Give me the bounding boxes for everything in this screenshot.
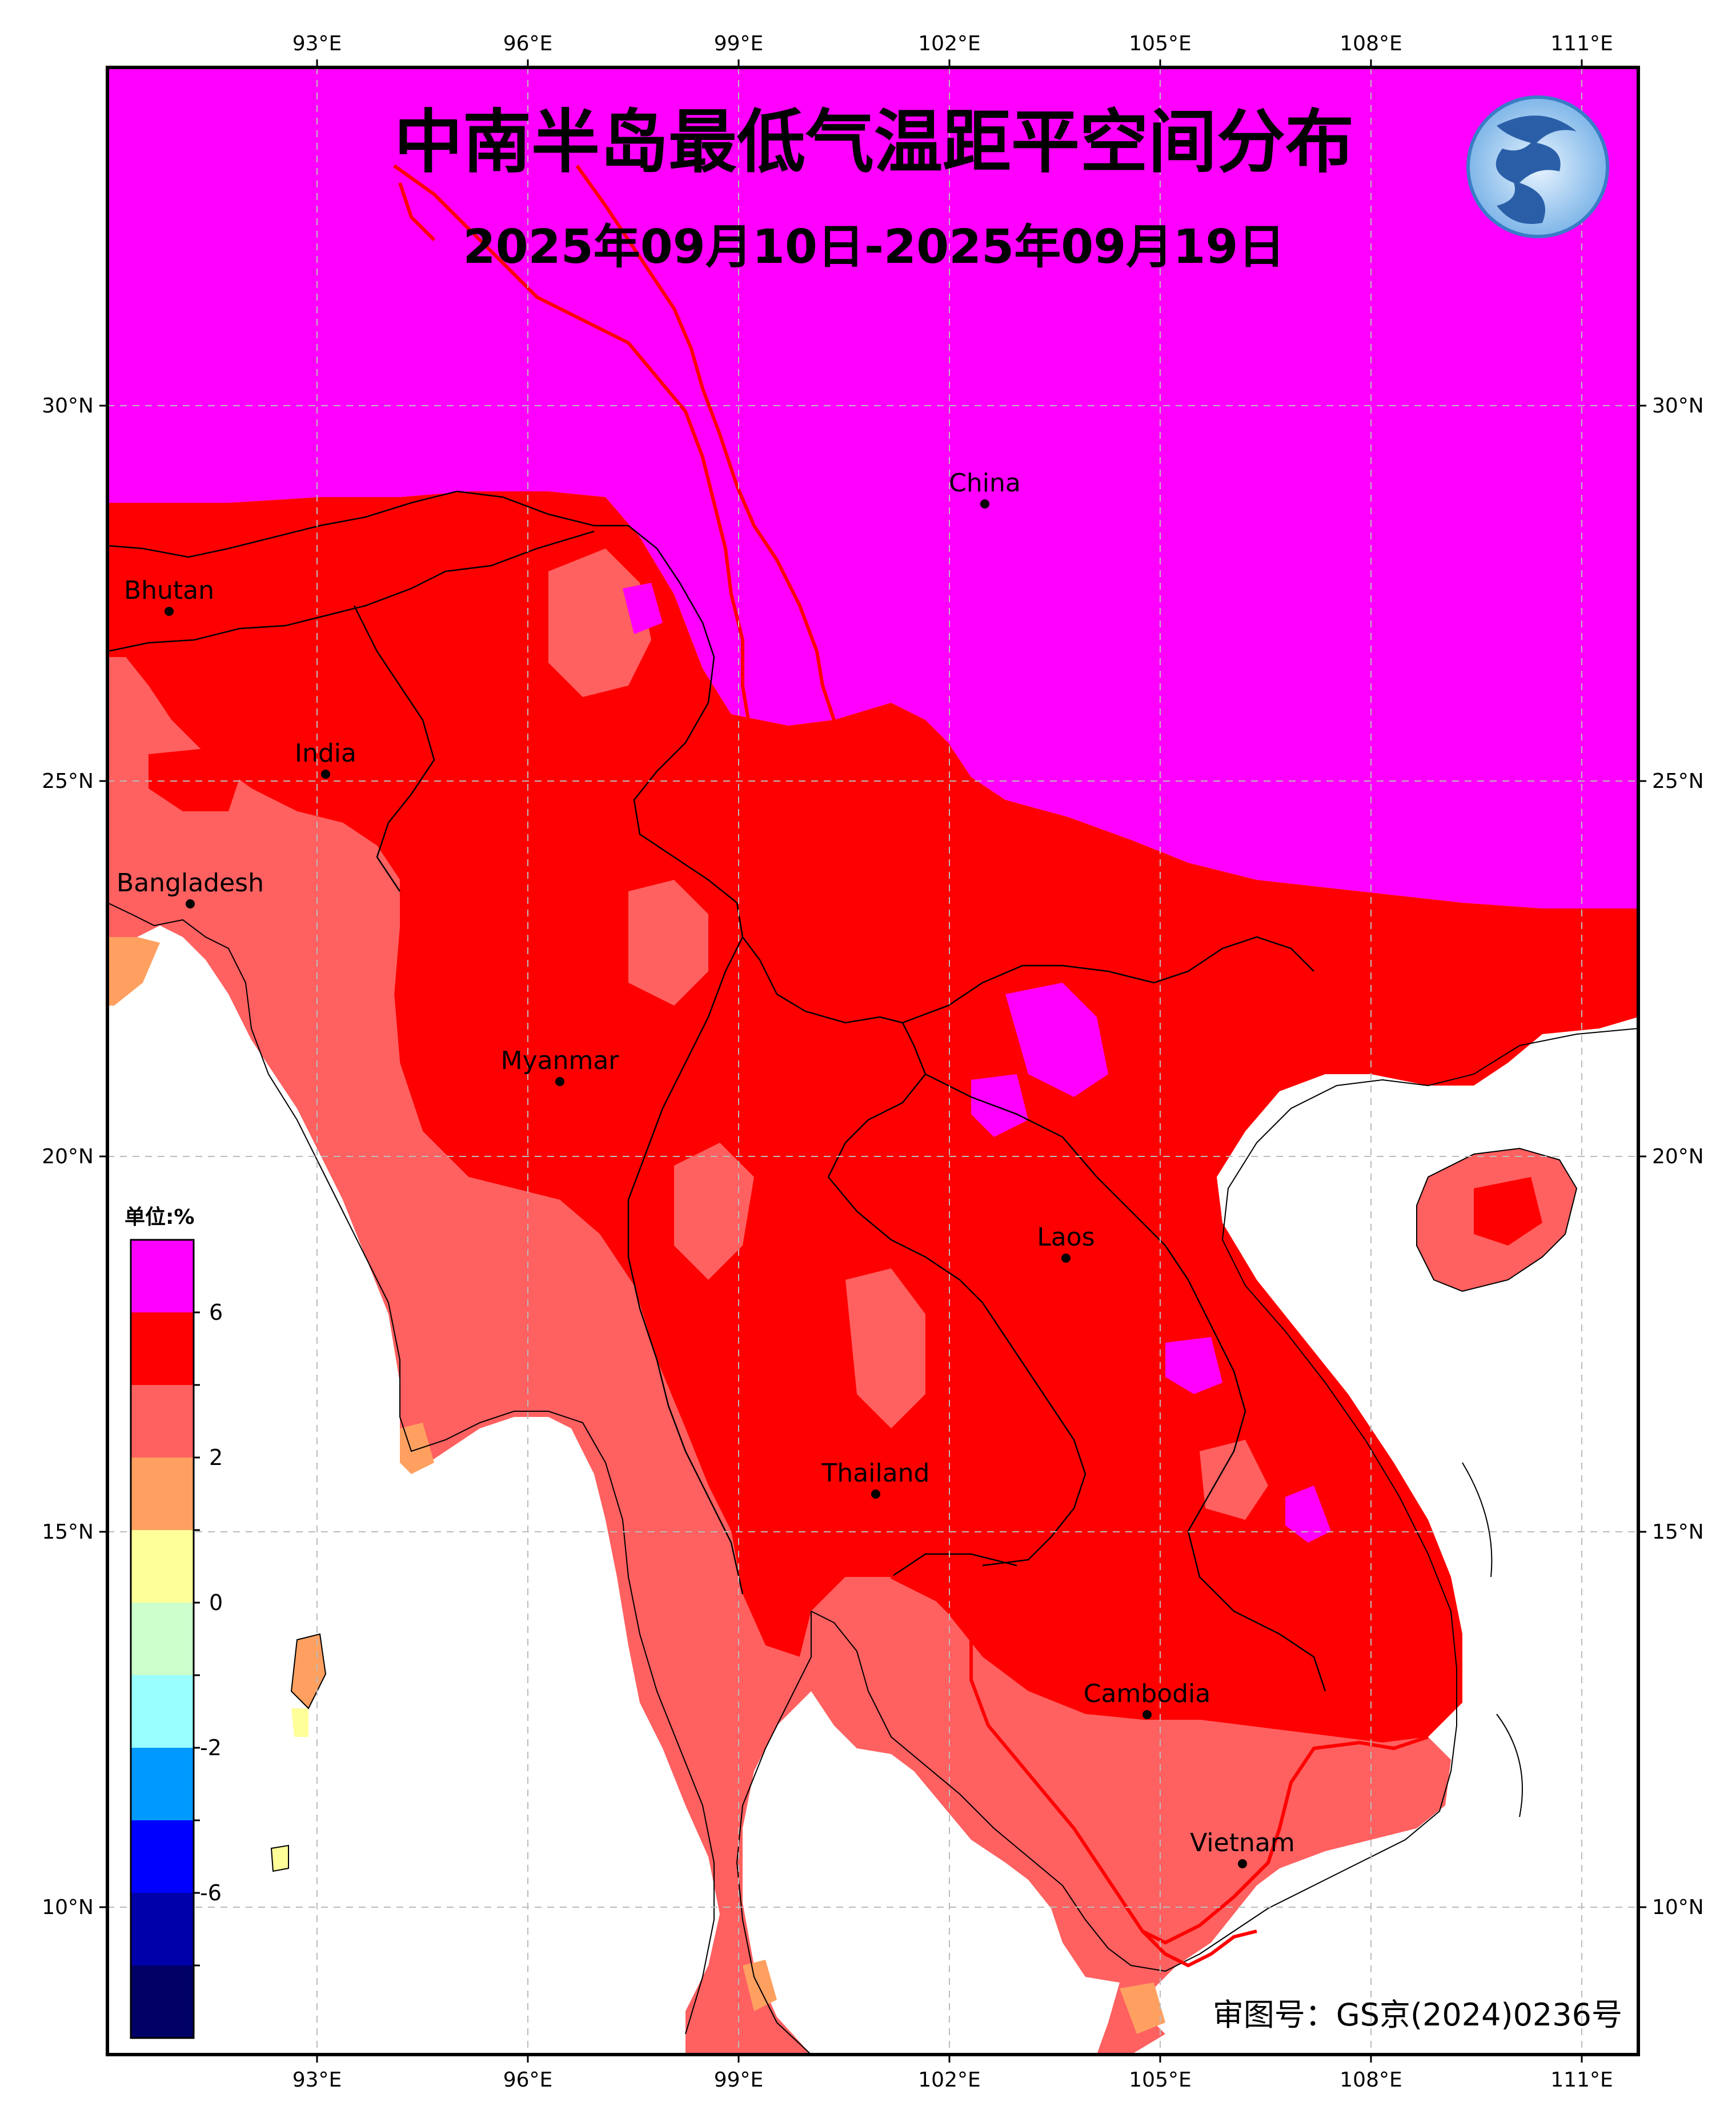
map-subtitle: 2025年09月10日-2025年09月19日 xyxy=(463,220,1285,274)
coast-fringe-orange-4 xyxy=(743,1960,777,2011)
anomaly-region-high xyxy=(107,67,1638,908)
country-label-bangladesh: Bangladesh xyxy=(117,868,264,898)
anomaly-patch-salmon-2 xyxy=(628,880,708,1006)
colorbar-swatch xyxy=(131,1530,194,1603)
lat-tick-label: 15°N xyxy=(42,1520,94,1544)
colorbar-swatch xyxy=(131,1385,194,1458)
colorbar-swatch xyxy=(131,1603,194,1675)
andaman-islands-yellow xyxy=(291,1708,308,1737)
map-body: China Bhutan India Bangladesh Myanmar La… xyxy=(107,67,1638,2055)
country-label-myanmar: Myanmar xyxy=(501,1046,620,1075)
lon-tick-label: 93°E xyxy=(292,32,342,55)
colorbar-swatch xyxy=(131,1748,194,1820)
anomaly-patch-red-bhutan xyxy=(107,560,240,646)
graticule xyxy=(107,67,1638,2055)
anomaly-patch-magenta-laos-1 xyxy=(1005,983,1108,1097)
colorbar-unit-label: 单位:% xyxy=(125,1206,194,1229)
coast-fringe-orange-1 xyxy=(107,937,160,1006)
lon-tick-label: 102°E xyxy=(918,32,980,55)
anomaly-patch-magenta-myanmar xyxy=(623,583,663,634)
lat-tick-label: 30°N xyxy=(42,394,94,418)
lat-tick-label: 10°N xyxy=(42,1896,94,1919)
country-label-bhutan: Bhutan xyxy=(124,576,214,605)
anomaly-patch-salmon-5 xyxy=(1200,1440,1268,1520)
colorbar-tick-label: -2 xyxy=(200,1735,222,1760)
cma-dragon-logo-icon xyxy=(1466,95,1609,238)
nicobar-island xyxy=(271,1845,288,1871)
colorbar: 单位:% 6 xyxy=(125,1206,223,2039)
country-label-cambodia: Cambodia xyxy=(1084,1679,1211,1708)
anomaly-patch-magenta-nw xyxy=(107,320,171,411)
lat-tick-label: 20°N xyxy=(1652,1145,1704,1168)
lon-tick-label: 108°E xyxy=(1340,32,1402,55)
anomaly-patch-magenta-vn-1 xyxy=(1165,1337,1222,1394)
colorbar-swatch xyxy=(131,1675,194,1748)
country-markers xyxy=(165,499,1247,1868)
lon-tick-label: 96°E xyxy=(503,32,553,55)
lat-tick-label: 30°N xyxy=(1652,394,1704,418)
colorbar-tick-label: 6 xyxy=(209,1300,223,1325)
country-label-china: China xyxy=(949,469,1021,498)
lon-tick-label: 111°E xyxy=(1550,32,1613,55)
country-label-thailand: Thailand xyxy=(821,1459,930,1488)
lon-tick-label: 99°E xyxy=(714,32,764,55)
lon-tick-label: 105°E xyxy=(1129,32,1191,55)
country-label-laos: Laos xyxy=(1037,1223,1094,1252)
country-label-india: India xyxy=(295,739,356,768)
colorbar-swatch xyxy=(131,1893,194,1965)
red-boundary-lines xyxy=(393,164,1429,1968)
map-approval-number: 审图号：GS京(2024)0236号 xyxy=(1213,1997,1622,2033)
lon-tick-label: 99°E xyxy=(714,2068,764,2092)
anomaly-region-salmon-southeast xyxy=(811,1577,1451,2055)
anomaly-region-salmon-west xyxy=(107,657,823,2055)
colorbar-swatch xyxy=(131,1458,194,1530)
colorbar-tick-label: 0 xyxy=(209,1590,223,1615)
hainan-red-core xyxy=(1474,1177,1542,1246)
map-frame xyxy=(106,66,1640,2056)
coast-fringe-orange-2 xyxy=(400,1423,434,1474)
lon-tick-label: 108°E xyxy=(1340,2068,1402,2092)
colorbar-swatch xyxy=(131,1312,194,1385)
anomaly-patch-salmon-4 xyxy=(845,1268,925,1428)
colorbar-swatch xyxy=(131,1820,194,1893)
lon-tick-label: 96°E xyxy=(503,2068,553,2092)
anomaly-patch-salmon-1 xyxy=(548,548,651,697)
colorbar-tick-label: 2 xyxy=(209,1445,223,1470)
lat-tick-label: 20°N xyxy=(42,1145,94,1168)
lat-tick-label: 25°N xyxy=(1652,770,1704,793)
lon-tick-label: 105°E xyxy=(1129,2068,1191,2092)
coast-fringe-orange-3 xyxy=(1120,1983,1165,2034)
colorbar-swatch xyxy=(131,1240,194,1312)
anomaly-patch-salmon-3 xyxy=(674,1143,754,1280)
lat-tick-label: 25°N xyxy=(42,770,94,793)
lon-tick-label: 102°E xyxy=(918,2068,980,2092)
map-title: 中南半岛最低气温距平空间分布 xyxy=(394,103,1354,182)
anomaly-patch-magenta-laos-2 xyxy=(971,1074,1028,1137)
country-borders xyxy=(107,490,1326,1692)
coastlines xyxy=(107,902,1638,2055)
lon-tick-label: 111°E xyxy=(1550,2068,1613,2092)
colorbar-swatch xyxy=(131,1965,194,2038)
country-label-vietnam: Vietnam xyxy=(1190,1828,1294,1857)
anomaly-patch-magenta-vn-2 xyxy=(1285,1486,1331,1543)
anomaly-patch-red-india xyxy=(149,748,240,811)
anomaly-region-red-cambodia xyxy=(983,1605,1314,1720)
lat-tick-label: 15°N xyxy=(1652,1520,1704,1544)
colorbar-tick-label: -6 xyxy=(200,1880,222,1905)
lat-tick-label: 10°N xyxy=(1652,1896,1704,1919)
axis-ticks xyxy=(99,59,1646,2063)
lon-tick-label: 93°E xyxy=(292,2068,342,2092)
